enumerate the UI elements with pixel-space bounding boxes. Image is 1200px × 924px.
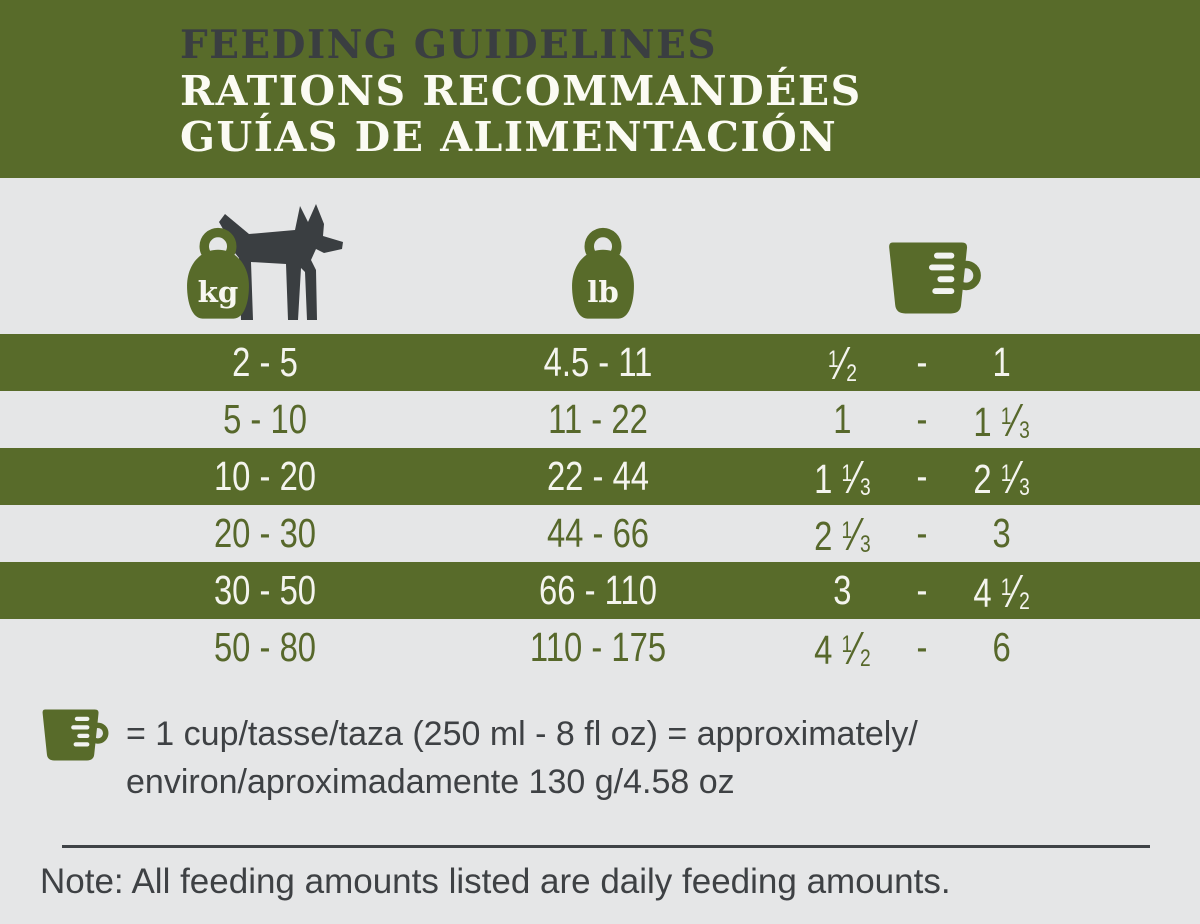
cup-legend: = 1 cup/tasse/taza (250 ml - 8 fl oz) = … <box>126 710 918 806</box>
measuring-cup-icon <box>889 242 981 314</box>
table-row: 5 - 10 11 - 22 1 - 1 1⁄3 <box>0 391 1200 448</box>
cup-legend-line1: = 1 cup/tasse/taza (250 ml - 8 fl oz) = … <box>126 715 918 753</box>
feeding-table: 2 - 5 4.5 - 11 1⁄2 - 1 5 - 10 11 - 22 1 … <box>0 334 1200 676</box>
column-icons-row: kg lb <box>0 178 1200 334</box>
cups-to: 2 1⁄3 <box>973 450 1030 503</box>
kg-weight-icon: kg <box>187 227 249 319</box>
range-dash: - <box>916 567 928 613</box>
table-row: 50 - 80 110 - 175 4 1⁄2 - 6 <box>0 619 1200 676</box>
lb-range: 44 - 66 <box>546 510 650 556</box>
kg-range: 2 - 5 <box>232 339 298 385</box>
lb-range: 11 - 22 <box>548 396 648 442</box>
title-spanish: GUÍAS DE ALIMENTACIÓN <box>180 113 838 161</box>
table-row: 20 - 30 44 - 66 2 1⁄3 - 3 <box>0 505 1200 562</box>
lb-weight-icon: lb <box>572 227 634 319</box>
title-english: FEEDING GUIDELINES <box>180 22 718 68</box>
cups-range: 1⁄2 - 1 <box>786 334 1058 391</box>
table-row: 10 - 20 22 - 44 1 1⁄3 - 2 1⁄3 <box>0 448 1200 505</box>
kg-range: 5 - 10 <box>223 396 307 442</box>
range-dash: - <box>916 396 928 442</box>
range-dash: - <box>916 624 928 670</box>
range-dash: - <box>916 453 928 499</box>
cup-legend-line2: environ/aproximadamente 130 g/4.58 oz <box>126 763 735 801</box>
daily-feeding-note: Note: All feeding amounts listed are dai… <box>40 862 951 901</box>
lb-range: 4.5 - 11 <box>543 339 653 385</box>
cups-range: 4 1⁄2 - 6 <box>786 619 1058 676</box>
cups-to: 4 1⁄2 <box>973 564 1030 617</box>
kg-range: 10 - 20 <box>213 453 317 499</box>
cups-range: 2 1⁄3 - 3 <box>786 505 1058 562</box>
table-row: 2 - 5 4.5 - 11 1⁄2 - 1 <box>0 334 1200 391</box>
kg-label: kg <box>198 275 239 309</box>
header: FEEDING GUIDELINES RATIONS RECOMMANDÉES … <box>0 0 1200 178</box>
kg-range: 20 - 30 <box>213 510 317 556</box>
dog-silhouette-icon <box>219 204 343 320</box>
divider-rule <box>62 845 1150 848</box>
table-row: 30 - 50 66 - 110 3 - 4 1⁄2 <box>0 562 1200 619</box>
cups-from: 2 1⁄3 <box>814 507 871 560</box>
cups-range: 3 - 4 1⁄2 <box>786 562 1058 619</box>
measuring-cup-legend-icon <box>42 709 109 761</box>
cups-from: 4 1⁄2 <box>814 621 871 674</box>
lb-range: 66 - 110 <box>539 567 657 613</box>
cups-range: 1 - 1 1⁄3 <box>786 391 1058 448</box>
cups-to: 1 1⁄3 <box>973 393 1030 446</box>
range-dash: - <box>916 339 928 385</box>
cups-range: 1 1⁄3 - 2 1⁄3 <box>786 448 1058 505</box>
cups-to: 3 <box>992 510 1011 556</box>
kg-range: 30 - 50 <box>213 567 317 613</box>
kg-range: 50 - 80 <box>213 624 317 670</box>
cups-from: 3 <box>833 567 852 613</box>
cups-to: 6 <box>992 624 1011 670</box>
cups-from: 1 1⁄3 <box>814 450 871 503</box>
lb-label: lb <box>587 275 619 309</box>
cups-from: 1 <box>833 396 852 442</box>
cups-from: 1⁄2 <box>827 336 857 389</box>
lb-range: 110 - 175 <box>529 624 667 670</box>
title-french: RATIONS RECOMMANDÉES <box>180 67 862 115</box>
cups-to: 1 <box>992 339 1011 385</box>
range-dash: - <box>916 510 928 556</box>
lb-range: 22 - 44 <box>546 453 650 499</box>
